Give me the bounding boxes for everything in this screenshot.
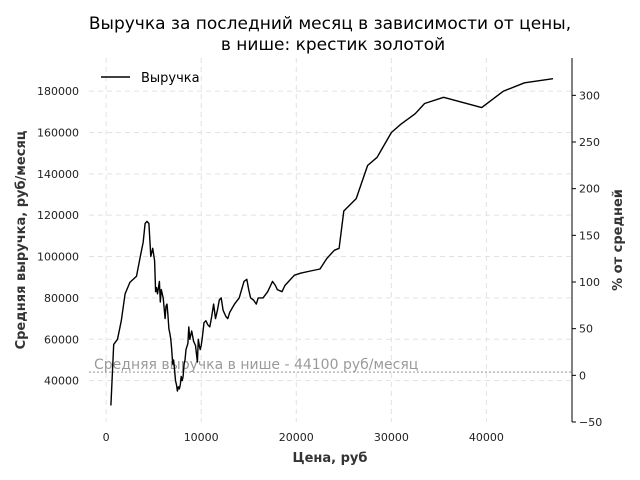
y2-tick-label-0: −50 bbox=[579, 416, 602, 429]
x-tick-label-1: 10000 bbox=[184, 431, 219, 444]
y2-axis-ticks: −50 0 50 100 150 200 250 300 bbox=[572, 89, 602, 429]
y2-axis-label: % от средней bbox=[611, 189, 626, 291]
x-tick-label-0: 0 bbox=[103, 431, 110, 444]
y-axis-label: Средняя выручка, руб/месяц bbox=[14, 130, 29, 349]
y-tick-label-3: 100000 bbox=[37, 251, 79, 264]
y2-tick-label-6: 250 bbox=[579, 136, 600, 149]
y-tick-label-7: 180000 bbox=[37, 85, 79, 98]
legend-label: Выручка bbox=[141, 71, 200, 86]
grid bbox=[89, 58, 572, 422]
y-tick-label-0: 40000 bbox=[44, 375, 79, 388]
chart-title-line-2: в нише: крестик золотой bbox=[221, 35, 445, 55]
y2-tick-label-5: 200 bbox=[579, 183, 600, 196]
y-tick-label-5: 140000 bbox=[37, 168, 79, 181]
y2-tick-label-2: 50 bbox=[579, 323, 593, 336]
y2-tick-label-7: 300 bbox=[579, 89, 600, 102]
x-tick-label-3: 30000 bbox=[374, 431, 409, 444]
y-tick-label-4: 120000 bbox=[37, 209, 79, 222]
chart-title-line-1: Выручка за последний месяц в зависимости… bbox=[89, 14, 571, 34]
y2-tick-label-3: 100 bbox=[579, 276, 600, 289]
x-tick-label-4: 40000 bbox=[469, 431, 504, 444]
x-axis-label: Цена, руб bbox=[293, 451, 368, 466]
x-axis-ticks: 0 10000 20000 30000 40000 bbox=[103, 431, 504, 444]
y-tick-label-1: 60000 bbox=[44, 333, 79, 346]
y-axis-ticks: 40000 60000 80000 100000 120000 140000 160000 1… bbox=[37, 85, 79, 388]
y-tick-label-6: 160000 bbox=[37, 126, 79, 139]
y2-tick-label-4: 150 bbox=[579, 229, 600, 242]
legend: Выручка bbox=[101, 71, 200, 86]
series-group bbox=[110, 78, 554, 406]
series-line-0 bbox=[110, 78, 554, 406]
y2-tick-label-1: 0 bbox=[579, 369, 586, 382]
x-tick-label-2: 20000 bbox=[279, 431, 314, 444]
reference-line-group: Средняя выручка в нише - 44100 руб/месяц bbox=[89, 357, 572, 373]
y-tick-label-2: 80000 bbox=[44, 292, 79, 305]
reference-line-label: Средняя выручка в нише - 44100 руб/месяц bbox=[94, 357, 418, 373]
